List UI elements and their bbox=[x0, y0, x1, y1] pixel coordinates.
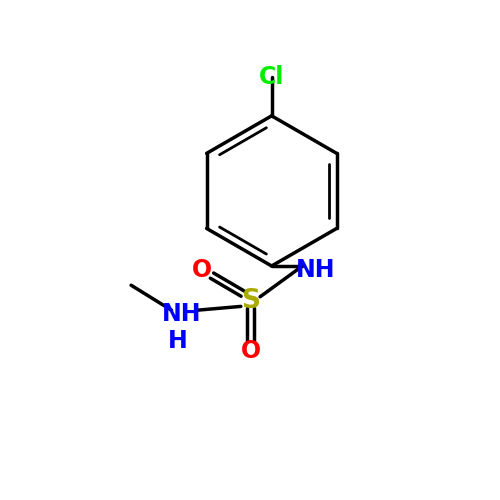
Text: Cl: Cl bbox=[259, 66, 284, 90]
Text: NH: NH bbox=[162, 302, 201, 326]
Text: H: H bbox=[168, 329, 187, 353]
Text: O: O bbox=[240, 338, 260, 362]
Text: NH: NH bbox=[296, 258, 336, 282]
Text: O: O bbox=[192, 258, 212, 282]
Text: S: S bbox=[241, 288, 260, 314]
